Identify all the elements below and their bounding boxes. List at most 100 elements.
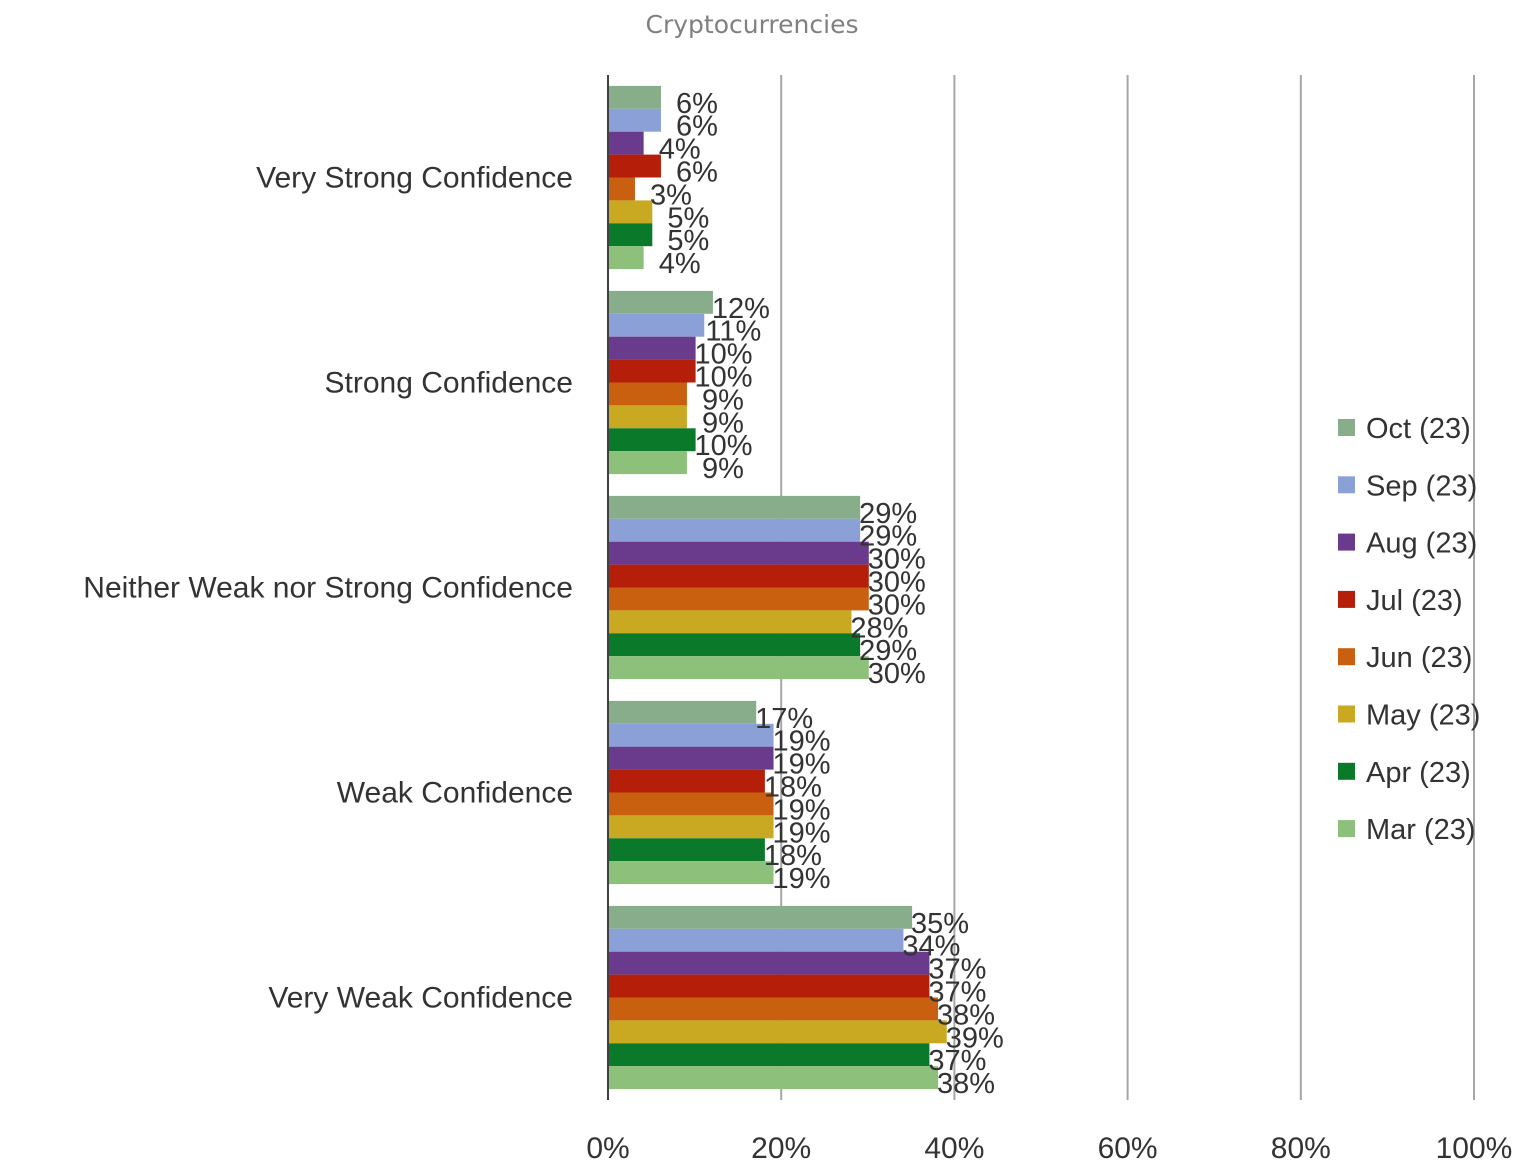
legend-swatch (1338, 590, 1355, 608)
bar (609, 997, 939, 1021)
category-label: Neither Weak nor Strong Confidence (83, 572, 573, 605)
data-label: 9% (702, 407, 744, 439)
legend-swatch (1338, 820, 1355, 838)
data-label: 30% (868, 544, 926, 576)
data-label: 28% (850, 612, 908, 644)
category-labels: Very Strong Confidence Strong Confidence N… (83, 162, 573, 1015)
bar (609, 723, 774, 747)
bar (609, 1020, 947, 1044)
x-tick-label: 80% (1271, 1132, 1331, 1163)
bar (609, 928, 904, 952)
data-label: 10% (695, 362, 753, 394)
legend-label: Jun (23) (1366, 642, 1472, 674)
bar (609, 246, 644, 270)
data-label: 6% (676, 111, 718, 143)
data-label: 38% (937, 999, 995, 1031)
data-label: 19% (772, 817, 830, 849)
legend-swatch (1338, 419, 1355, 436)
bar (609, 495, 861, 519)
bar (609, 587, 869, 611)
bar (609, 518, 861, 542)
data-label: 29% (859, 635, 917, 667)
bar (609, 541, 869, 565)
category-label: Strong Confidence (325, 367, 574, 400)
data-label: 6% (676, 88, 718, 120)
legend-swatch (1338, 476, 1355, 494)
data-label: 5% (667, 225, 709, 257)
legend-label: Mar (23) (1366, 814, 1476, 846)
legend: Oct (23) Sep (23) Aug (23) Jul (23) Jun (23)… (1338, 413, 1480, 846)
data-label: 19% (772, 794, 830, 826)
data-label: 29% (859, 498, 917, 530)
legend-label: May (23) (1366, 700, 1480, 732)
data-label: 19% (772, 863, 830, 895)
data-labels: 6%6%4%6%3%5%5%4%12%11%10%10%9%9%10%9%29%… (650, 88, 1004, 1100)
category-label: Very Strong Confidence (256, 162, 573, 195)
bar (609, 451, 687, 475)
bar (609, 792, 774, 816)
bar (609, 815, 774, 839)
bar (609, 1043, 930, 1067)
bars (609, 85, 947, 1090)
x-tick-labels: 0% 20% 40% 60% 80% 100% (586, 1132, 1512, 1163)
bar (609, 177, 635, 201)
data-label: 18% (764, 772, 822, 804)
data-label: 4% (659, 248, 701, 280)
bar (609, 131, 644, 155)
bar (609, 200, 653, 224)
data-label: 17% (755, 703, 813, 735)
data-label: 18% (764, 840, 822, 872)
x-tick-label: 40% (924, 1132, 984, 1163)
bar (609, 359, 696, 383)
bar (609, 610, 852, 634)
legend-label: Jul (23) (1366, 585, 1463, 617)
data-label: 9% (702, 384, 744, 416)
data-label: 19% (772, 749, 830, 781)
x-tick-label: 0% (586, 1132, 629, 1163)
x-tick-label: 60% (1098, 1132, 1158, 1163)
bar (609, 223, 653, 247)
x-tick-label: 20% (751, 1132, 811, 1163)
data-label: 37% (928, 977, 986, 1009)
data-label: 30% (868, 658, 926, 690)
data-label: 30% (868, 589, 926, 621)
bar (609, 974, 930, 998)
bar (609, 656, 869, 680)
data-label: 11% (705, 316, 761, 348)
data-label: 10% (695, 430, 753, 462)
legend-swatch (1338, 762, 1355, 780)
legend-label: Sep (23) (1366, 470, 1477, 502)
legend-label: Apr (23) (1366, 757, 1471, 789)
bar (609, 290, 713, 314)
legend-label: Oct (23) (1366, 413, 1471, 445)
data-label: 3% (650, 179, 692, 211)
data-label: 37% (928, 1045, 986, 1077)
data-label: 35% (911, 908, 969, 940)
category-label: Weak Confidence (337, 777, 573, 810)
data-label: 39% (946, 1022, 1004, 1054)
data-label: 29% (859, 521, 917, 553)
data-label: 6% (676, 157, 718, 189)
data-label: 37% (928, 954, 986, 986)
data-label: 5% (667, 202, 709, 234)
category-label: Very Weak Confidence (268, 982, 573, 1015)
data-label: 38% (937, 1068, 995, 1100)
x-tick-label: 100% (1436, 1132, 1513, 1163)
legend-swatch (1338, 533, 1355, 551)
data-label: 30% (868, 567, 926, 599)
bar (609, 154, 661, 178)
data-label: 19% (772, 726, 830, 758)
chart-title: Cryptocurrencies (646, 10, 859, 39)
bar (609, 108, 661, 132)
bar (609, 861, 774, 885)
bar (609, 633, 861, 657)
legend-label: Aug (23) (1366, 528, 1477, 560)
bar (609, 428, 696, 452)
bar (609, 564, 869, 588)
data-label: 10% (695, 339, 753, 371)
legend-swatch (1338, 705, 1355, 723)
bar (609, 336, 696, 360)
bar (609, 382, 687, 406)
data-label: 9% (702, 453, 744, 485)
